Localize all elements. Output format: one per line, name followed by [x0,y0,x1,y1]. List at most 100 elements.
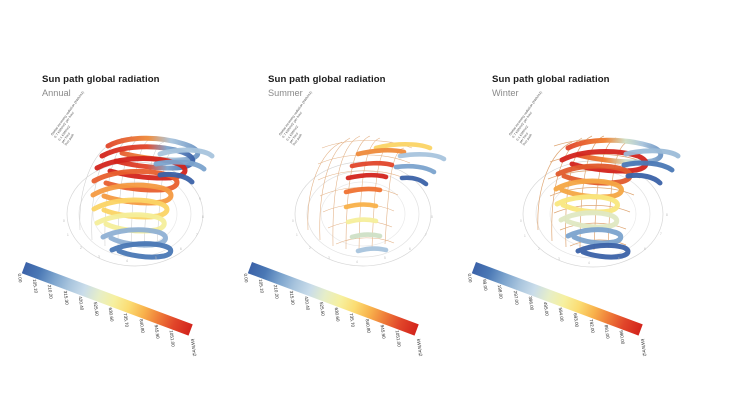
svg-text:2: 2 [538,247,540,251]
sunpath-return-arcs [153,147,215,185]
colorbar-tick: 840.80 [364,318,371,334]
colorbar-ticks: 0.00 99.00 198.00 297.00 396.00 495.00 5… [467,273,646,356]
sunpath-return-arcs [621,148,681,186]
panel-subtitle: Winter [492,88,519,98]
svg-text:0: 0 [63,219,65,223]
svg-text:5: 5 [155,256,157,260]
svg-text:6: 6 [180,247,182,251]
svg-text:9: 9 [199,197,201,201]
colorbar-tick: 315.30 [288,290,296,305]
panel-winter-titleblock: Sun path global radiation Winter [492,74,610,98]
svg-text:6: 6 [644,247,646,251]
svg-text:7: 7 [425,233,427,237]
svg-text:2: 2 [309,246,311,250]
page-title: Sun path global radiation [42,74,160,85]
colorbar-tick: 1051.00 [168,329,176,348]
sunpath-svg: 0 1 2 3 4 5 6 7 8 9 [63,135,215,267]
svg-text:2: 2 [80,246,82,250]
degree-ticks: 0 1 2 3 4 5 6 7 8 9 [63,197,204,263]
colorbar-tick: 495.00 [542,301,550,317]
colorbar-unit-label: kWh/m2 [188,338,197,357]
svg-text:6: 6 [409,247,411,251]
sunpath-return-arcs [393,152,447,187]
colorbar-tick: 105.10 [32,278,39,294]
panel-subtitle: Annual [42,88,71,98]
colorbar-tick: 210.20 [47,284,54,300]
svg-text:1: 1 [67,233,69,237]
colorbar-tick: 0.00 [16,273,23,283]
colorbar-tick: 525.50 [318,301,326,317]
colorbar-annual: 0.00 105.10 210.20 315.30 420.40 525.50 … [17,262,256,372]
panel-subtitle: Summer [268,88,303,98]
colorbar-tick: 210.20 [273,284,280,300]
sunpath-svg: 0 1 2 3 4 5 6 7 8 [520,135,681,268]
colorbar-tick: 297.00 [512,290,520,305]
degree-ticks: 0 1 2 3 4 5 6 7 8 [292,215,433,264]
colorbar-tick: 735.70 [122,312,130,328]
svg-text:5: 5 [384,256,386,260]
colorbar-tick: 594.00 [557,307,565,322]
sunpath-arcs [343,141,433,254]
sunpath-svg: 0 1 2 3 4 5 6 7 8 [292,135,447,267]
colorbar-tick: 735.70 [348,312,356,328]
panel-annual-titleblock: Sun path global radiation Annual [42,74,160,98]
colorbar-tick: 105.10 [258,278,265,294]
colorbar-tick: 525.50 [92,301,100,317]
svg-text:1: 1 [524,234,526,238]
colorbar-tick: 792.00 [588,318,595,334]
colorbar-ticks: 0.00 105.10 210.20 315.30 420.40 525.50 … [17,273,196,356]
colorbar-gradient [471,262,643,336]
panel-summer-titleblock: Sun path global radiation Summer [268,74,386,98]
svg-text:7: 7 [196,233,198,237]
svg-text:4: 4 [356,260,358,264]
colorbar-gradient [21,262,193,336]
svg-text:4: 4 [588,261,590,265]
colorbar-tick: 891.00 [603,324,611,339]
svg-text:3: 3 [98,255,100,259]
colorbar-tick: 630.60 [333,307,341,322]
colorbar-gradient [247,262,419,336]
svg-text:7: 7 [660,232,662,236]
svg-text:1: 1 [296,233,298,237]
page-title: Sun path global radiation [268,74,386,85]
colorbar-tick: 0.00 [466,273,473,283]
svg-text:3: 3 [558,257,560,261]
colorbar-tick: 420.40 [303,295,311,311]
page-title: Sun path global radiation [492,74,610,85]
colorbar-unit-label: kWh/m2 [414,338,423,357]
colorbar-winter: 0.00 99.00 198.00 297.00 396.00 495.00 5… [467,262,706,372]
colorbar-tick: 990.00 [618,329,626,345]
colorbar-tick: 0.00 [242,273,249,283]
svg-text:0: 0 [292,219,294,223]
colorbar-tick: 99.00 [482,278,489,291]
degree-ticks: 0 1 2 3 4 5 6 7 8 [520,213,668,265]
colorbar-tick: 945.90 [153,324,161,339]
colorbar-tick: 945.90 [379,324,387,339]
colorbar-tick: 630.60 [107,307,115,322]
svg-text:3: 3 [328,256,330,260]
svg-text:8: 8 [202,215,204,219]
svg-text:0: 0 [520,219,522,223]
colorbar-tick: 396.00 [527,295,535,311]
panel-summer: Sun path global radiation Summer [228,0,468,411]
svg-text:5: 5 [618,257,620,261]
colorbar-tick: 198.00 [497,284,504,300]
colorbar-summer: 0.00 105.10 210.20 315.30 420.40 525.50 … [243,262,482,372]
colorbar-tick: 420.40 [77,295,85,311]
panel-winter: Sun path global radiation Winter [452,0,697,411]
panel-annual: Sun path global radiation Annual [0,0,240,411]
svg-text:8: 8 [431,215,433,219]
colorbar-tick: 1051.00 [394,329,402,348]
colorbar-tick: 315.30 [62,290,70,305]
colorbar-tick: 840.80 [138,318,145,334]
svg-text:4: 4 [126,259,128,263]
svg-text:8: 8 [666,213,668,217]
colorbar-ticks: 0.00 105.10 210.20 315.30 420.40 525.50 … [243,273,422,356]
sunpath-arcs [90,135,201,260]
colorbar-tick: 693.00 [572,312,580,328]
colorbar-unit-label: kWh/m2 [638,338,647,357]
